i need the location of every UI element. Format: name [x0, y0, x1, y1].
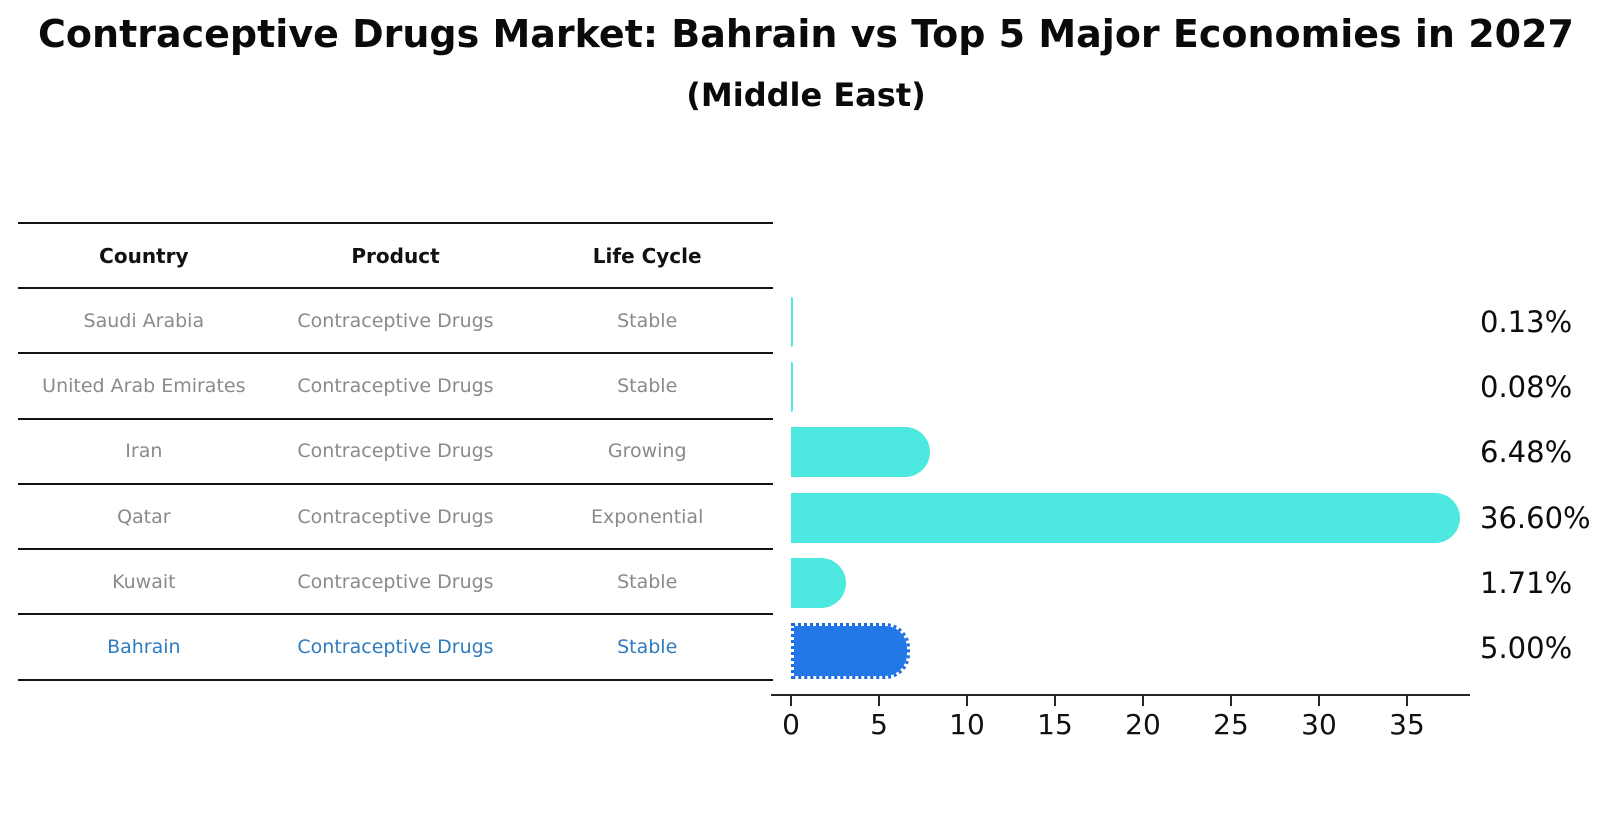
x-axis-line — [771, 694, 1470, 696]
x-axis-tick-label: 20 — [1125, 708, 1161, 741]
value-label-kuwait: 1.71% — [1480, 565, 1573, 600]
bar-qatar — [791, 492, 1461, 543]
table-cell-product: Contraceptive Drugs — [297, 570, 494, 593]
x-axis-tick — [966, 696, 968, 706]
table-cell-product: Contraceptive Drugs — [297, 440, 494, 463]
table-cell-life-cycle: Exponential — [591, 505, 704, 528]
value-label-qatar: 36.60% — [1480, 500, 1591, 535]
value-label-iran: 6.48% — [1480, 435, 1573, 470]
table-cell-product: Contraceptive Drugs — [297, 309, 494, 332]
x-axis-tick-label: 25 — [1213, 708, 1249, 741]
table-row: Qatar Contraceptive Drugs Exponential — [18, 485, 773, 551]
chart-subtitle: (Middle East) — [686, 76, 926, 114]
x-axis-tick-label: 35 — [1389, 708, 1425, 741]
value-label-saudi-arabia: 0.13% — [1480, 304, 1573, 339]
table-cell-product: Contraceptive Drugs — [297, 374, 494, 397]
x-axis-tick-label: 5 — [870, 708, 888, 741]
table-cell-country: United Arab Emirates — [42, 374, 246, 397]
x-axis-tick — [1230, 696, 1232, 706]
x-axis-tick-label: 30 — [1301, 708, 1337, 741]
table-cell-country: Iran — [125, 440, 163, 463]
x-axis-tick — [1142, 696, 1144, 706]
table-cell-product: Contraceptive Drugs — [297, 636, 494, 659]
bar-united-arab-emirates — [791, 361, 793, 412]
table-header-row: Country Product Life Cycle — [18, 222, 773, 289]
table-cell-product: Contraceptive Drugs — [297, 505, 494, 528]
x-axis-tick — [878, 696, 880, 706]
value-label-united-arab-emirates: 0.08% — [1480, 369, 1573, 404]
x-axis-tick — [1406, 696, 1408, 706]
table-cell-country: Qatar — [117, 505, 171, 528]
bar-saudi-arabia — [791, 296, 794, 347]
table-row: United Arab Emirates Contraceptive Drugs S… — [18, 354, 773, 420]
table-cell-life-cycle: Stable — [617, 636, 678, 659]
table-header-life-cycle: Life Cycle — [592, 243, 702, 268]
table-header-country: Country — [99, 243, 189, 268]
table-cell-country: Bahrain — [107, 636, 181, 659]
table-row: Kuwait Contraceptive Drugs Stable — [18, 550, 773, 616]
x-axis-tick — [1318, 696, 1320, 706]
x-axis-tick — [1054, 696, 1056, 706]
bar-bahrain — [791, 623, 910, 680]
x-axis-tick-label: 0 — [782, 708, 800, 741]
table-cell-life-cycle: Growing — [607, 440, 687, 463]
table-cell-life-cycle: Stable — [617, 570, 678, 593]
x-axis-tick-label: 10 — [949, 708, 985, 741]
table-row: Bahrain Contraceptive Drugs Stable — [18, 615, 773, 681]
table-body: Saudi Arabia Contraceptive Drugs Stable Uni… — [18, 289, 773, 681]
table-row: Saudi Arabia Contraceptive Drugs Stable — [18, 289, 773, 355]
table-cell-country: Kuwait — [112, 570, 176, 593]
chart-title: Contraceptive Drugs Market: Bahrain vs T… — [38, 12, 1574, 56]
table-header-product: Product — [351, 243, 440, 268]
bar-iran — [791, 427, 931, 478]
value-label-bahrain: 5.00% — [1480, 631, 1573, 666]
x-axis-tick-label: 15 — [1037, 708, 1073, 741]
bar-kuwait — [791, 557, 847, 608]
x-axis-tick — [790, 696, 792, 706]
table-row: Iran Contraceptive Drugs Growing — [18, 420, 773, 485]
country-table: Country Product Life Cycle Saudi Arabia C… — [18, 222, 773, 681]
table-cell-life-cycle: Stable — [617, 374, 678, 397]
table-cell-life-cycle: Stable — [617, 309, 678, 332]
table-cell-country: Saudi Arabia — [83, 309, 205, 332]
